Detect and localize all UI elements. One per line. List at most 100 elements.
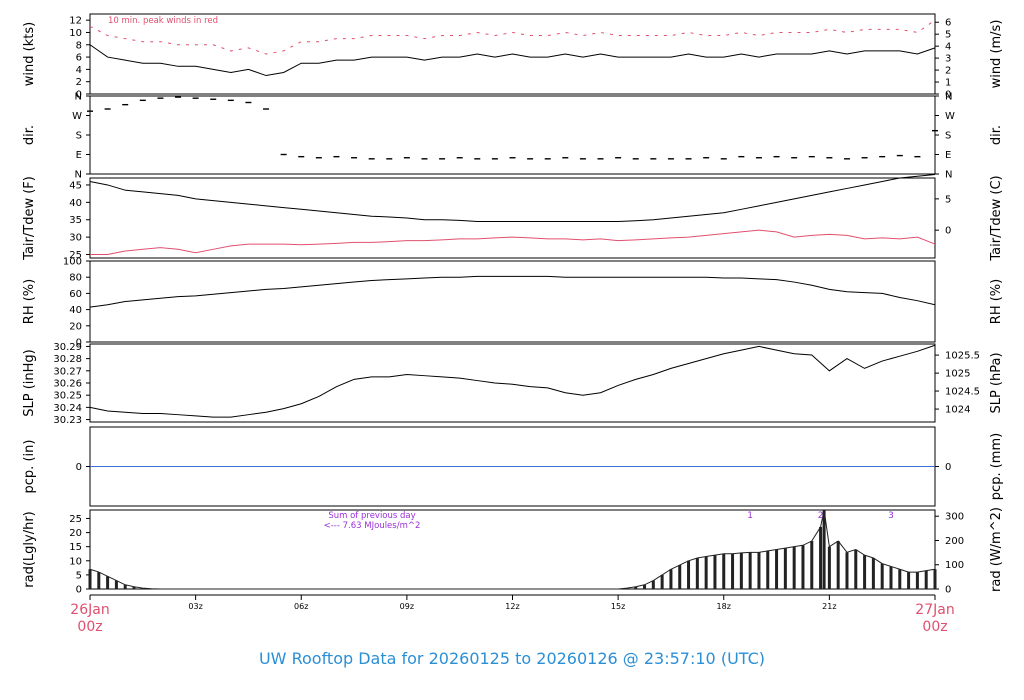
y-axis-label-right: Tair/Tdew (C): [989, 175, 1004, 261]
y-axis-label: dir.: [22, 125, 37, 145]
bar: [123, 584, 127, 589]
panel-frame: [89, 343, 936, 423]
panel-frame: [89, 260, 936, 343]
y-tick-label: W: [72, 111, 82, 122]
series-line: [89, 344, 936, 418]
panel-rh: [86, 260, 936, 343]
panel-frame: [89, 13, 936, 95]
x-start-date: 26Jan: [70, 602, 109, 618]
y-tick-label: 30.28: [53, 354, 82, 365]
y-tick-label: 15: [69, 542, 82, 553]
bar: [924, 570, 928, 589]
x-tick-label: 09z: [400, 602, 414, 611]
y-tick-label: N: [75, 92, 82, 103]
bar: [114, 580, 118, 589]
y-axis-label-right: RH (%): [989, 279, 1004, 324]
bar: [660, 574, 664, 589]
y-tick-label: N: [75, 170, 82, 181]
x-tick-label: 18z: [717, 602, 731, 611]
bar: [651, 580, 655, 589]
y-tick-label: 0: [76, 338, 82, 349]
annotation-line1: Sum of previous day: [328, 511, 415, 521]
y-right-tick-label: 1024.5: [945, 387, 980, 398]
bar: [871, 557, 875, 589]
x-start-hour: 00z: [77, 619, 102, 635]
y-right-tick-label: 1024: [945, 405, 970, 416]
y-right-tick-label: 6: [945, 18, 951, 29]
y-tick-label: 45: [69, 180, 82, 191]
y-axis-label: SLP (inHg): [22, 349, 37, 417]
y-tick-label: 30.24: [53, 403, 82, 414]
panel-dir: [86, 95, 939, 175]
y-axis-label: pcp. (in): [22, 440, 37, 494]
y-tick-label: 30.27: [53, 366, 82, 377]
bar: [695, 557, 699, 589]
y-tick-label: 30: [69, 233, 82, 244]
bar: [766, 550, 770, 589]
y-right-tick-label: 300: [945, 512, 964, 523]
y-axis-label: rad(Lgly/hr): [22, 511, 37, 587]
y-tick-label: 20: [69, 321, 82, 332]
y-right-tick-label: S: [945, 131, 951, 142]
bar: [731, 553, 735, 589]
y-tick-label: 40: [69, 198, 82, 209]
y-right-tick-label: N: [945, 92, 952, 103]
bar: [933, 569, 937, 589]
bar: [915, 572, 919, 589]
y-tick-label: 4: [76, 65, 82, 76]
y-tick-label: 0: [76, 90, 82, 101]
bar: [687, 560, 691, 589]
bar: [775, 549, 779, 589]
y-axis-label-right: SLP (hPa): [989, 352, 1004, 413]
y-tick-label: 0: [76, 585, 82, 596]
y-tick-label: 2: [76, 77, 82, 88]
series-line: [89, 174, 936, 222]
marker-label: 2: [818, 511, 824, 521]
bar: [801, 545, 805, 589]
bar: [810, 541, 814, 589]
series-line: [90, 229, 936, 256]
bar: [792, 546, 796, 589]
x-end-hour: 00z: [922, 619, 947, 635]
y-tick-label: 5: [76, 570, 82, 581]
y-right-tick-label: N: [945, 170, 952, 181]
bar: [722, 553, 726, 589]
bar: [822, 510, 826, 589]
y-tick-label: 10: [69, 28, 82, 39]
y-tick-label: 0: [76, 462, 82, 473]
bar: [634, 586, 638, 589]
y-tick-label: 40: [69, 305, 82, 316]
y-axis-label: Tair/Tdew (F): [22, 176, 37, 261]
y-tick-label: 30.25: [53, 391, 82, 402]
wind-annotation: 10 min. peak winds in red: [108, 16, 218, 26]
bar: [678, 565, 682, 589]
y-right-tick-label: 1: [945, 78, 951, 89]
bar: [713, 555, 717, 589]
y-right-tick-label: 0: [945, 226, 951, 237]
bar: [704, 556, 708, 589]
bar: [907, 572, 911, 589]
x-tick-label: 06z: [294, 602, 308, 611]
y-right-tick-label: 3: [945, 54, 951, 65]
panel-frame: [89, 509, 936, 590]
panel-rad: [86, 509, 939, 590]
bar: [783, 548, 787, 589]
series-line: [89, 44, 936, 77]
bar: [845, 552, 849, 589]
y-tick-label: S: [76, 131, 82, 142]
bar: [739, 552, 743, 589]
panel-frame: [89, 177, 936, 259]
y-right-tick-label: 0: [945, 585, 951, 596]
y-right-tick-label: 0: [945, 90, 951, 101]
y-tick-label: 35: [69, 215, 82, 226]
y-axis-label-right: rad (W/m^2): [989, 507, 1004, 592]
panel-frame: [89, 95, 936, 175]
x-tick-label: 12z: [505, 602, 519, 611]
y-right-tick-label: 0: [945, 462, 951, 473]
page-title: UW Rooftop Data for 20260125 to 20260126…: [258, 649, 766, 668]
y-tick-label: 10: [69, 556, 82, 567]
y-right-tick-label: 1025.5: [945, 351, 980, 362]
bar: [643, 584, 647, 589]
bar: [748, 552, 752, 589]
